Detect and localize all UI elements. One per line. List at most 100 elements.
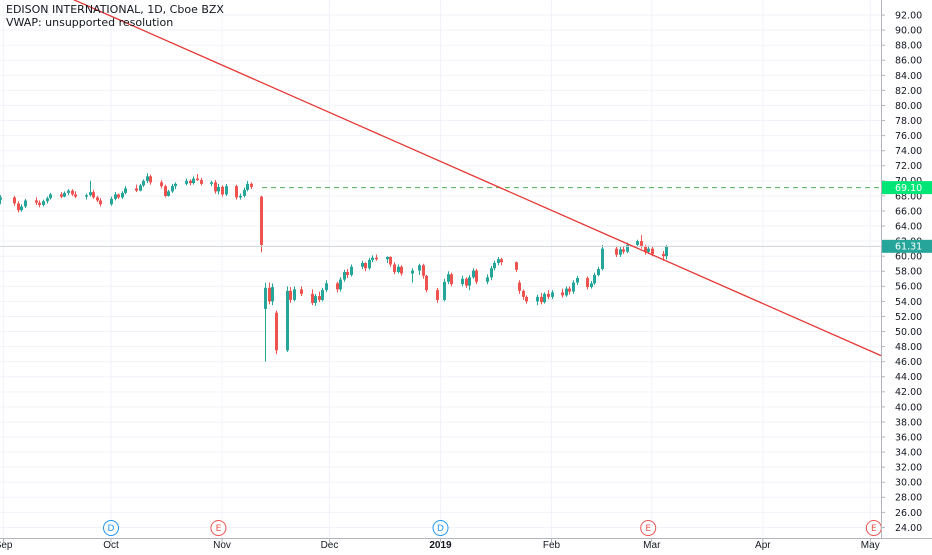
candle-body xyxy=(214,182,217,192)
candle xyxy=(386,256,389,263)
candle-body xyxy=(389,256,392,265)
level-price-tag: 69.10 xyxy=(882,181,932,195)
candle-body xyxy=(243,189,246,196)
earnings-event-marker[interactable]: E xyxy=(865,520,882,536)
candle-body xyxy=(640,241,643,247)
candle-body xyxy=(364,262,367,269)
x-tick-label: Nov xyxy=(213,540,231,550)
candle-body xyxy=(124,188,127,193)
candle xyxy=(275,310,278,355)
y-tick-label: 42.00 xyxy=(895,387,922,398)
candle-body xyxy=(121,192,124,198)
candle-body xyxy=(71,190,74,195)
candle-body xyxy=(225,186,228,195)
y-axis-labels[interactable]: 24.00 26.00 28.00 30.00 32.00 34.00 36.00 38.00… xyxy=(895,10,922,533)
candle-body xyxy=(551,292,554,297)
candle-body xyxy=(411,270,414,274)
candle xyxy=(597,266,600,277)
candle-body xyxy=(572,282,575,292)
candle-body xyxy=(601,248,604,269)
y-tick-label: 48.00 xyxy=(895,342,922,353)
dividend-event-marker[interactable]: D xyxy=(432,520,449,536)
candle xyxy=(210,180,213,187)
candle-body xyxy=(24,200,27,207)
candle xyxy=(24,198,27,208)
candle-body xyxy=(74,194,77,197)
candle xyxy=(343,269,346,282)
earnings-event-marker[interactable]: E xyxy=(640,520,657,536)
candle xyxy=(0,195,2,205)
candle-body xyxy=(160,182,163,187)
symbol-title: EDISON INTERNATIONAL, 1D, Cboe BZX xyxy=(6,3,224,16)
candle xyxy=(174,182,177,190)
candle xyxy=(217,183,220,195)
y-tick-label: 64.00 xyxy=(895,221,922,232)
trendline[interactable] xyxy=(57,0,882,357)
candle-body xyxy=(85,195,88,197)
x-tick-label: Dec xyxy=(321,540,339,550)
candle-body xyxy=(490,268,493,278)
candle-body xyxy=(42,201,45,205)
earnings-marker-circle xyxy=(210,520,227,536)
candle xyxy=(250,182,253,190)
candle-body xyxy=(561,292,564,296)
candle xyxy=(518,280,521,294)
candle-body xyxy=(497,259,500,263)
candle-body xyxy=(210,182,213,184)
y-tick-label: 30.00 xyxy=(895,478,922,489)
candle-body xyxy=(60,194,63,197)
level-price-tag-box xyxy=(882,181,932,195)
candle-body xyxy=(286,290,289,351)
y-tick-label: 90.00 xyxy=(895,26,922,37)
candle xyxy=(565,286,568,297)
y-tick-label: 92.00 xyxy=(895,10,922,21)
level-price-tag-text: 69.10 xyxy=(895,183,922,194)
candle-body xyxy=(271,287,274,302)
dividend-event-marker[interactable]: D xyxy=(103,520,120,536)
candle xyxy=(160,180,163,189)
earnings-event-marker[interactable]: E xyxy=(210,520,227,536)
candle xyxy=(124,186,127,195)
candle-body xyxy=(393,264,396,273)
candle xyxy=(525,295,528,304)
candle xyxy=(339,277,342,292)
y-tick-label: 76.00 xyxy=(895,131,922,142)
candle xyxy=(200,177,203,186)
candle xyxy=(493,260,496,271)
candle-body xyxy=(346,272,349,276)
candle-body xyxy=(268,287,271,302)
candle xyxy=(149,174,152,185)
candle xyxy=(42,199,45,207)
candle-body xyxy=(350,266,353,276)
candle-body xyxy=(371,257,374,260)
candle-body xyxy=(622,249,625,252)
y-tick-label: 50.00 xyxy=(895,327,922,338)
candle xyxy=(422,263,425,279)
candle xyxy=(375,254,378,261)
earnings-marker-letter: E xyxy=(871,524,877,534)
candle xyxy=(665,244,668,260)
candle-body xyxy=(418,265,421,271)
candle-body xyxy=(171,186,174,192)
candle-body xyxy=(114,194,117,199)
candle-body xyxy=(142,180,145,186)
candle xyxy=(371,255,374,263)
x-tick-label: 2019 xyxy=(429,540,452,550)
candle xyxy=(425,275,428,293)
candle-body xyxy=(461,278,464,285)
candle xyxy=(443,278,446,302)
candle-body xyxy=(586,278,589,288)
candle xyxy=(397,264,400,274)
candle-body xyxy=(619,249,622,255)
candle xyxy=(615,246,618,257)
vwap-indicator-label[interactable]: VWAP: unsupported resolution xyxy=(6,16,174,29)
x-axis-labels[interactable]: Sep Oct Nov Dec 2019 Feb Mar Apr May xyxy=(0,540,880,551)
candle-body xyxy=(522,290,525,297)
candle-body xyxy=(289,290,292,300)
current-price-tag: 61.31 xyxy=(882,239,932,253)
candle-body xyxy=(336,283,339,290)
candle xyxy=(260,195,263,253)
candle-body xyxy=(49,194,52,199)
candle xyxy=(450,272,453,287)
candle-body xyxy=(597,269,600,276)
